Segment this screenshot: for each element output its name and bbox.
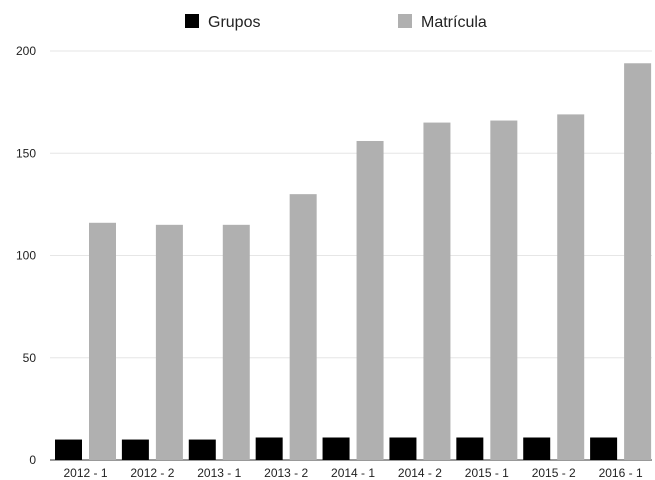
bar-matricula: [356, 140, 384, 461]
x-tick-label: 2016 - 1: [599, 466, 643, 480]
legend-swatch: [185, 14, 199, 28]
x-axis: 2012 - 1 2012 - 2 2013 - 1 2013 - 2 2014 - 1…: [63, 466, 642, 480]
legend-swatch: [398, 14, 412, 28]
bar-matricula: [624, 63, 652, 461]
x-tick-label: 2015 - 2: [532, 466, 576, 480]
legend-label: Grupos: [208, 14, 260, 31]
bar-grupos: [255, 437, 283, 460]
bar-grupos: [523, 437, 551, 460]
y-tick-label: 100: [16, 249, 36, 263]
bars: [55, 63, 652, 461]
bar-grupos: [322, 437, 350, 460]
bar-grupos: [456, 437, 484, 460]
x-tick-label: 2013 - 2: [264, 466, 308, 480]
bar-grupos: [55, 439, 82, 460]
gridlines: [50, 50, 652, 461]
bar-grupos: [188, 439, 216, 460]
y-tick-label: 0: [29, 453, 36, 467]
bar-grupos: [121, 439, 149, 460]
y-tick-label: 200: [16, 44, 36, 58]
bar-matricula: [423, 122, 451, 460]
y-tick-label: 50: [23, 351, 37, 365]
bar-matricula: [557, 114, 585, 461]
x-tick-label: 2012 - 2: [130, 466, 174, 480]
bar-matricula: [222, 224, 250, 460]
legend-label: Matrícula: [421, 14, 487, 31]
bar-matricula: [155, 224, 183, 460]
y-axis: 0 50 100 150 200: [16, 44, 36, 467]
x-tick-label: 2015 - 1: [465, 466, 509, 480]
bar-matricula: [89, 222, 116, 460]
x-tick-label: 2012 - 1: [63, 466, 107, 480]
y-tick-label: 150: [16, 146, 36, 160]
bar-grupos: [590, 437, 618, 460]
x-tick-label: 2014 - 1: [331, 466, 375, 480]
bar-matricula: [490, 120, 518, 460]
x-tick-label: 2014 - 2: [398, 466, 442, 480]
x-tick-label: 2013 - 1: [197, 466, 241, 480]
bar-matricula: [289, 194, 317, 460]
legend: Grupos Matrícula: [185, 14, 487, 31]
bar-grupos: [389, 437, 417, 460]
